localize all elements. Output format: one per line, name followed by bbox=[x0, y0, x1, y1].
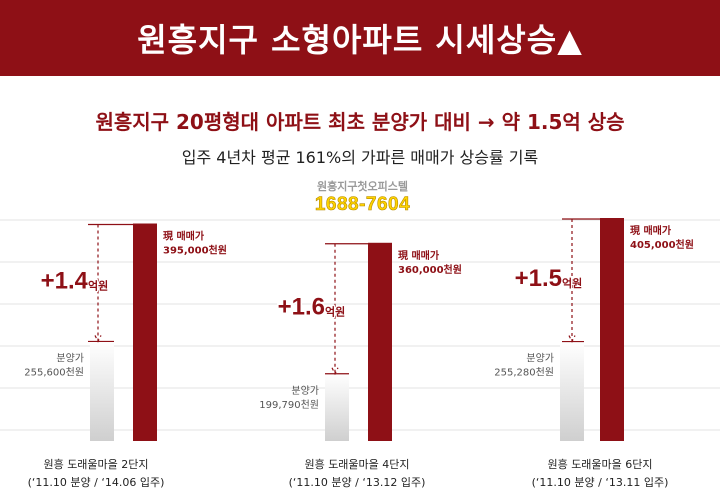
bar-base-price bbox=[325, 373, 349, 441]
watermark: 원흥지구첫오피스텔 1688-7604 bbox=[300, 178, 425, 216]
category-period: (‘11.10 분양 / ‘14.06 입주) bbox=[28, 476, 165, 489]
bar-base-price bbox=[560, 341, 584, 441]
current-price-label: 現 매매가 bbox=[163, 230, 205, 243]
category-period: (‘11.10 분양 / ‘13.12 입주) bbox=[289, 476, 426, 489]
watermark-phone: 1688-7604 bbox=[314, 194, 411, 216]
delta-value: +1.4 bbox=[41, 267, 89, 294]
current-price-label: 現 매매가 bbox=[398, 249, 440, 262]
delta-arrow bbox=[568, 335, 576, 343]
category-label: 원흥 도래울마을 2단지 bbox=[43, 457, 148, 471]
header-banner: 원흥지구 소형아파트 시세상승▲ bbox=[0, 0, 720, 76]
base-price-label: 분양가 bbox=[291, 385, 319, 397]
subheadline: 입주 4년차 평균 161%의 가파른 매매가 상승률 기록 bbox=[181, 148, 539, 167]
watermark-name: 원흥지구첫오피스텔 bbox=[316, 180, 409, 193]
delta-arrow bbox=[94, 335, 102, 343]
base-price-label: 분양가 bbox=[56, 352, 84, 364]
delta-unit: 억원 bbox=[562, 276, 582, 290]
current-price-value: 395,000천원 bbox=[163, 244, 227, 257]
current-price-label: 現 매매가 bbox=[630, 224, 672, 237]
delta-value: +1.5 bbox=[515, 265, 562, 292]
delta-unit: 억원 bbox=[88, 278, 108, 292]
category-period: (‘11.10 분양 / ‘13.11 입주) bbox=[532, 476, 669, 489]
bar-current-price bbox=[133, 223, 157, 441]
base-price-value: 199,790천원 bbox=[259, 399, 319, 411]
delta-arrow bbox=[331, 367, 339, 376]
headline: 원흥지구 20평형대 아파트 최초 분양가 대비 → 약 1.5억 상승 bbox=[95, 110, 625, 134]
bar-current-price bbox=[368, 242, 392, 441]
current-price-value: 360,000천원 bbox=[398, 263, 462, 276]
delta-unit: 억원 bbox=[325, 304, 345, 318]
category-label: 원흥 도래울마을 6단지 bbox=[547, 457, 652, 471]
bar-base-price bbox=[90, 341, 114, 441]
base-price-value: 255,280천원 bbox=[494, 367, 554, 379]
base-price-value: 255,600천원 bbox=[24, 366, 84, 378]
current-price-value: 405,000천원 bbox=[630, 238, 694, 251]
bar-current-price bbox=[600, 218, 624, 441]
category-label: 원흥 도래울마을 4단지 bbox=[304, 457, 409, 471]
base-price-label: 분양가 bbox=[526, 353, 554, 365]
delta-value: +1.6 bbox=[278, 293, 325, 320]
page-title: 원흥지구 소형아파트 시세상승▲ bbox=[137, 21, 583, 59]
